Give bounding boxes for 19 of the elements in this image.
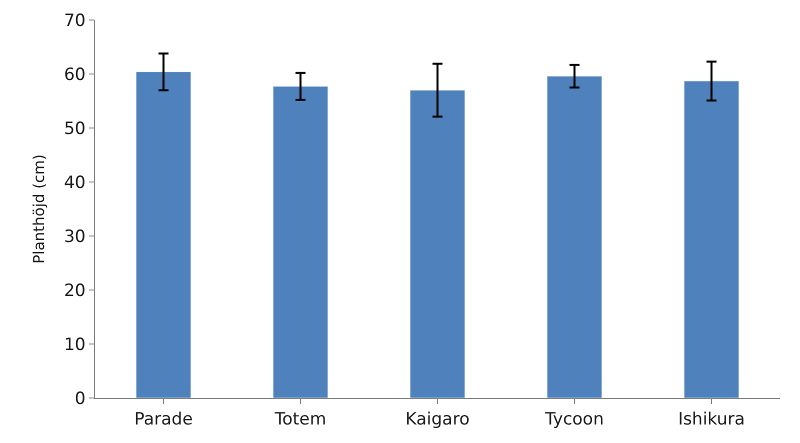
x-tick-label: Kaigaro (405, 409, 470, 430)
x-tick-label: Parade (134, 409, 193, 430)
y-tick-label: 20 (64, 280, 86, 301)
y-tick-label: 60 (64, 64, 86, 85)
x-tick-label: Ishikura (678, 409, 745, 430)
x-tick-label: Tycoon (544, 409, 604, 430)
y-tick-label: 30 (64, 226, 86, 247)
y-axis-title: Planthöjd (cm) (30, 154, 48, 264)
y-tick-label: 50 (64, 118, 86, 139)
bar (410, 90, 466, 398)
bar (684, 80, 740, 398)
y-tick-label: 0 (74, 388, 86, 409)
x-tick-label: Totem (274, 409, 326, 430)
y-tick-label: 40 (64, 172, 86, 193)
bar (272, 86, 328, 398)
y-tick-label: 70 (64, 10, 86, 31)
y-tick-label: 10 (64, 334, 86, 355)
bar (546, 76, 602, 398)
bar (136, 72, 192, 398)
